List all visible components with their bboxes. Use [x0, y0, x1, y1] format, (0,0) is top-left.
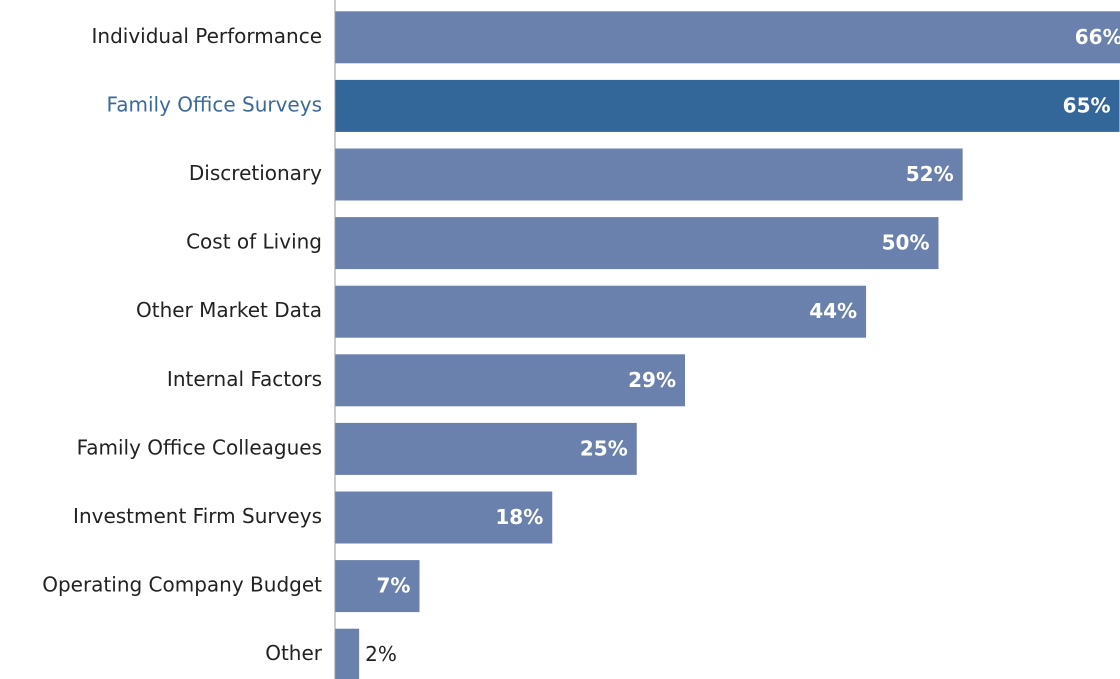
bar: [335, 422, 637, 475]
category-label: Family Office Colleagues: [77, 435, 322, 459]
value-label: 66%: [1075, 25, 1120, 49]
category-label: Cost of Living: [186, 230, 322, 254]
category-label: Other: [265, 641, 323, 665]
bar: [335, 79, 1120, 132]
value-label: 50%: [882, 231, 930, 255]
value-label: 29%: [628, 368, 676, 392]
bar: [335, 217, 939, 270]
category-label: Family Office Surveys: [107, 92, 322, 116]
bar: [335, 560, 420, 613]
value-label: 25%: [580, 436, 628, 460]
bar: [335, 628, 360, 679]
bar: [335, 148, 963, 201]
value-label: 52%: [906, 162, 954, 186]
category-label: Other Market Data: [136, 298, 322, 322]
bar: [335, 11, 1120, 64]
value-label: 44%: [809, 299, 857, 323]
bar: [335, 285, 867, 338]
category-label: Operating Company Budget: [42, 573, 322, 597]
value-label: 18%: [495, 505, 543, 529]
category-label: Discretionary: [189, 161, 322, 185]
value-label: 2%: [365, 642, 397, 666]
category-label: Internal Factors: [167, 367, 322, 391]
value-label: 7%: [377, 574, 411, 598]
category-label: Investment Firm Surveys: [73, 504, 322, 528]
value-label: 65%: [1063, 93, 1111, 117]
bar: [335, 491, 553, 544]
bar: [335, 354, 686, 407]
category-label: Individual Performance: [92, 24, 323, 48]
